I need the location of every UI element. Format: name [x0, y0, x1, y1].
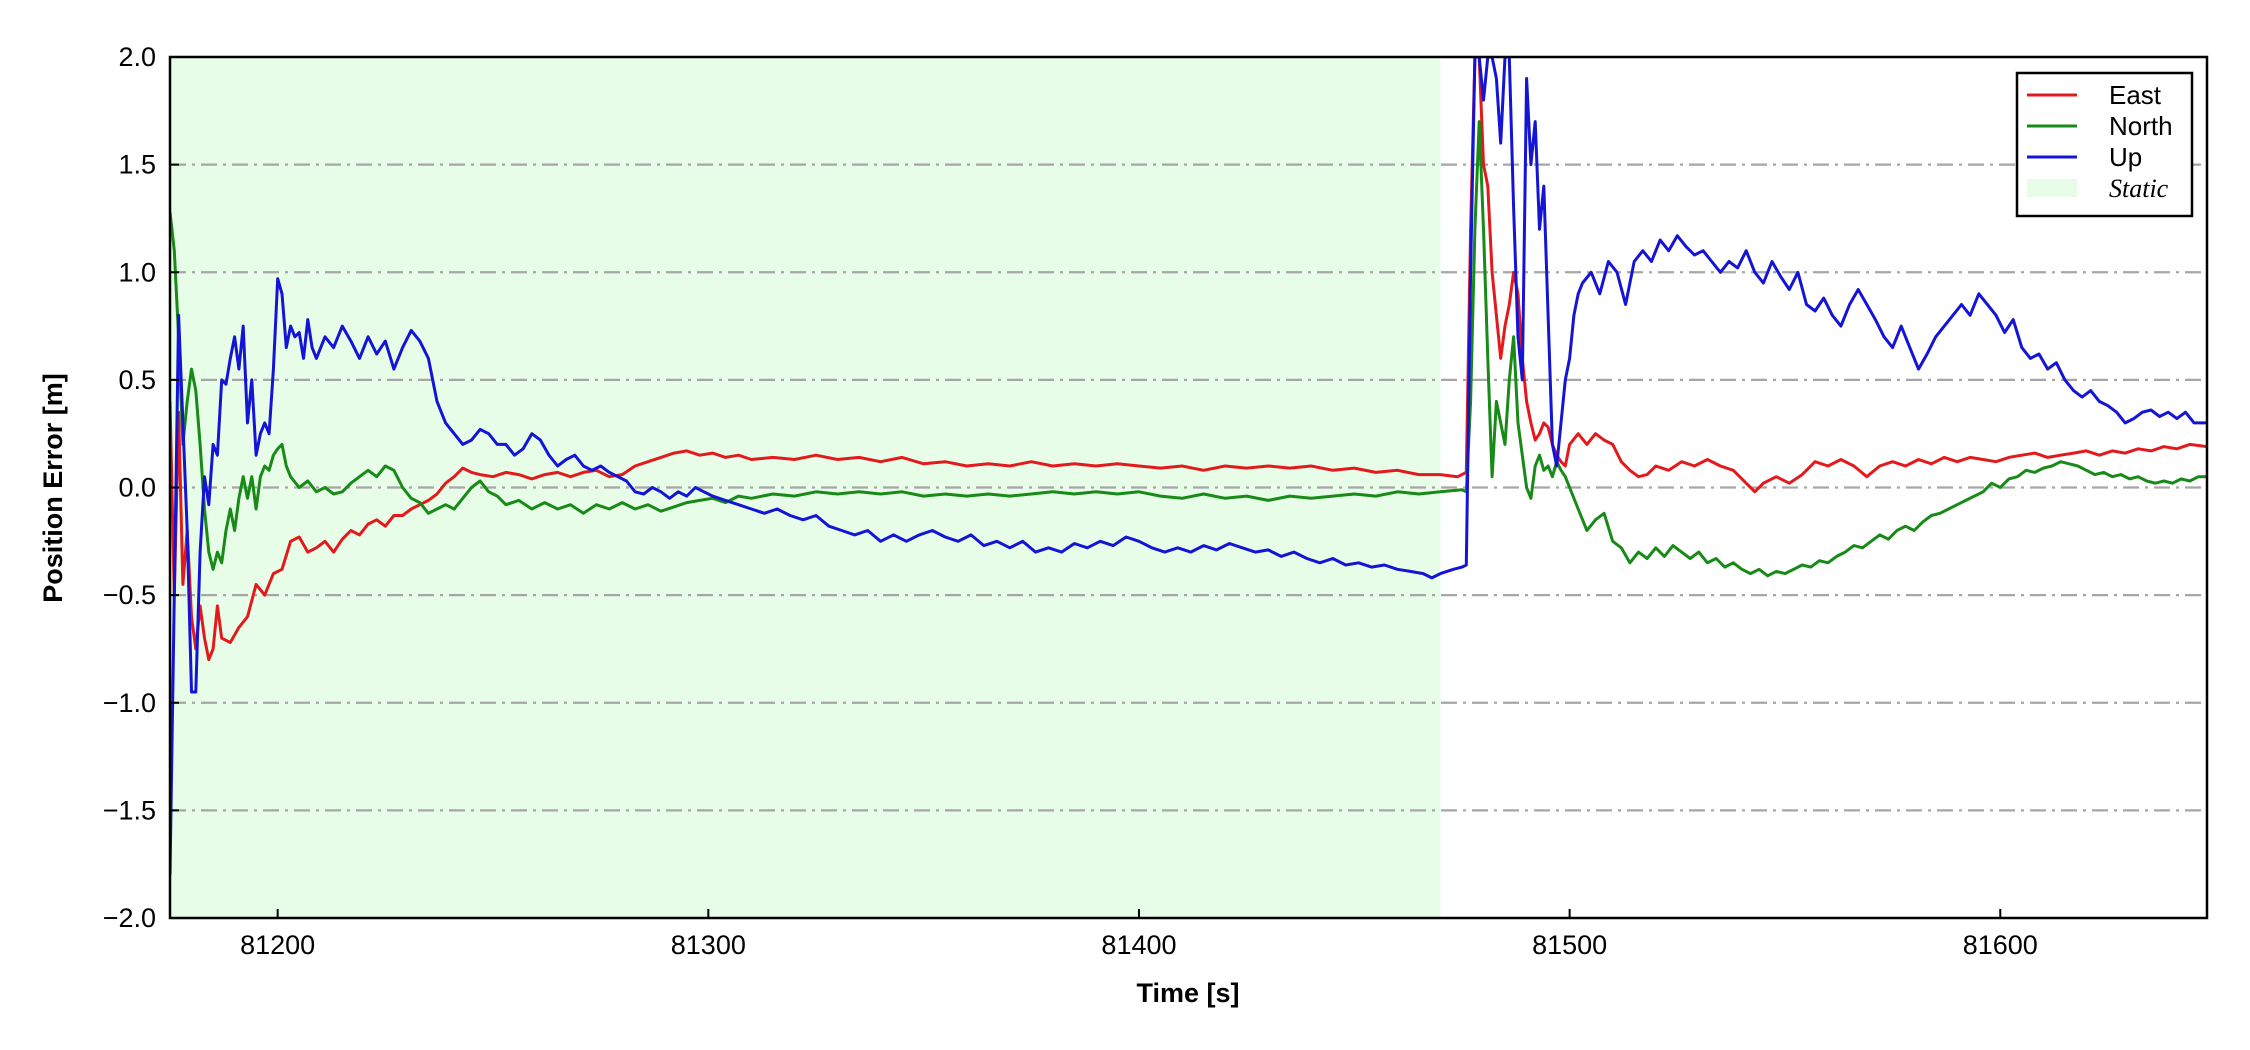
y-tick-label: 1.5 — [118, 150, 156, 180]
y-tick-label: 2.0 — [118, 42, 156, 72]
legend-label-up: Up — [2109, 142, 2142, 172]
x-tick-label: 81400 — [1101, 930, 1176, 960]
y-tick-label: −2.0 — [103, 903, 156, 933]
legend-label-east: East — [2109, 80, 2162, 110]
series-line-up — [170, 57, 2207, 876]
series-line-north — [170, 120, 2207, 578]
x-axis-title: Time [s] — [1136, 978, 1239, 1008]
legend-label-north: North — [2109, 111, 2173, 141]
x-tick-label: 81200 — [240, 930, 315, 960]
x-tick-label: 81300 — [671, 930, 746, 960]
y-tick-label: −1.0 — [103, 688, 156, 718]
y-axis-title: Position Error [m] — [38, 373, 68, 603]
grid-lines — [170, 163, 2207, 812]
y-tick-label: 1.0 — [118, 257, 156, 287]
y-tick-label: −1.5 — [103, 795, 156, 825]
y-tick-label: 0.0 — [118, 473, 156, 503]
x-ticks: 81200 81300 81400 81500 81600 — [240, 909, 2038, 960]
legend-swatch-static — [2027, 179, 2077, 197]
x-tick-label: 81600 — [1963, 930, 2038, 960]
y-ticks: −2.0 −1.5 −1.0 −0.5 0.0 0.5 1.0 1.5 2.0 — [103, 42, 179, 933]
x-tick-label: 81500 — [1532, 930, 1607, 960]
legend-label-static: Static — [2109, 174, 2169, 203]
y-tick-label: −0.5 — [103, 580, 156, 610]
series-line-east — [170, 57, 2207, 662]
plot-background — [170, 57, 2207, 918]
legend-box — [2015, 71, 2194, 218]
y-tick-label: 0.5 — [118, 365, 156, 395]
series-lines — [170, 57, 2207, 876]
